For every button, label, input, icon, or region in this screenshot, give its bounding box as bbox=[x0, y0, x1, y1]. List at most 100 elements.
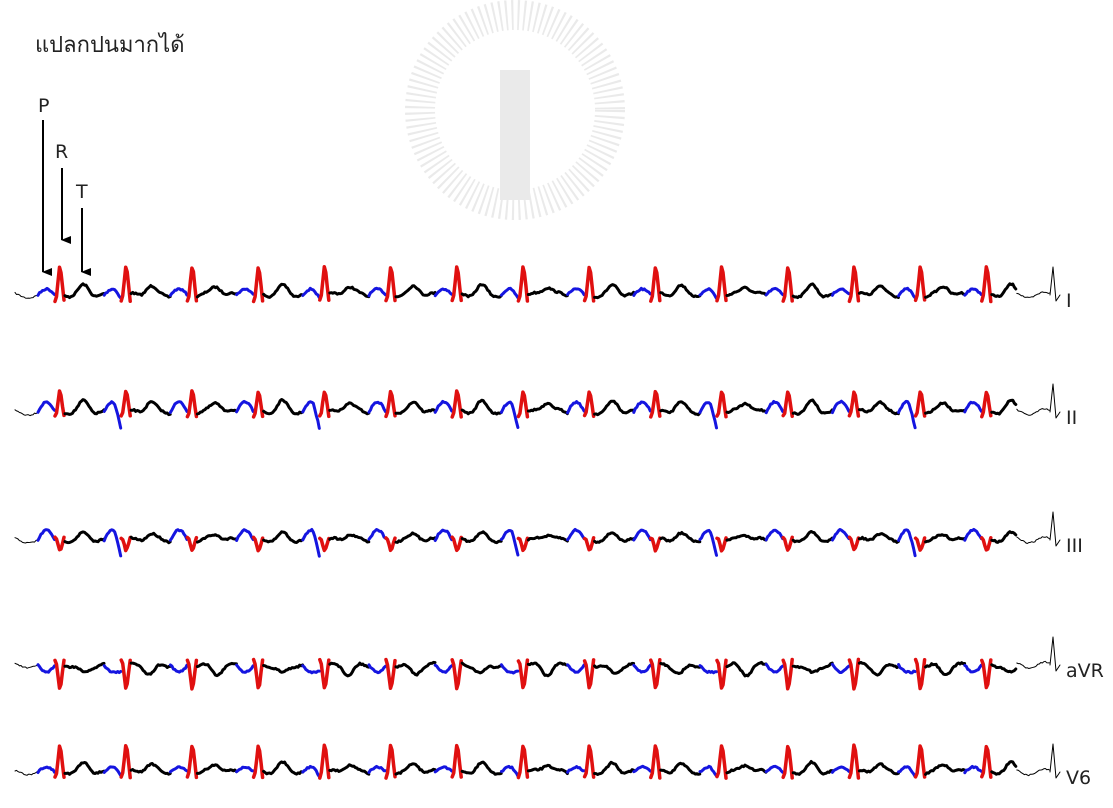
ecg-segment bbox=[916, 267, 925, 300]
ecg-segment bbox=[585, 392, 594, 416]
ecg-segment bbox=[121, 660, 130, 688]
ecg-segment bbox=[330, 765, 369, 774]
ecg-segment bbox=[832, 401, 849, 412]
ecg-segment bbox=[303, 402, 320, 429]
ecg-segment bbox=[121, 746, 130, 778]
ecg-segment bbox=[396, 764, 435, 774]
ecg-segment bbox=[992, 532, 1016, 543]
ecg-segment bbox=[793, 663, 832, 672]
ecg-segment bbox=[320, 392, 329, 416]
ecg-segment bbox=[727, 287, 766, 295]
ecg-segment bbox=[435, 289, 452, 296]
ecg-segment bbox=[462, 400, 501, 414]
ecg-segment bbox=[965, 402, 982, 412]
ecg-segment bbox=[65, 663, 104, 671]
ecg-segment bbox=[528, 403, 567, 413]
ecg-segment bbox=[651, 392, 660, 417]
ecg-segment bbox=[661, 763, 700, 774]
ecg-segment bbox=[386, 268, 395, 301]
ecg-segment bbox=[170, 530, 187, 541]
ecg-segment bbox=[396, 662, 435, 675]
ecg-segment bbox=[992, 665, 1016, 672]
ecg-segment bbox=[528, 765, 567, 773]
ecg-segment bbox=[926, 287, 965, 297]
ecg-segment bbox=[303, 288, 320, 297]
ecg-segment bbox=[700, 766, 717, 776]
ecg-segment bbox=[452, 391, 461, 417]
ecg-segment bbox=[859, 662, 898, 675]
ecg-segment bbox=[926, 663, 965, 675]
ecg-segment bbox=[717, 392, 726, 416]
ecg-segment bbox=[254, 660, 263, 688]
ecg-segment bbox=[369, 402, 386, 412]
ecg-segment bbox=[501, 665, 518, 673]
ecg-segment bbox=[121, 392, 130, 416]
ecg-segment bbox=[518, 746, 527, 777]
ecg-segment bbox=[992, 762, 1016, 775]
ecg-segment bbox=[15, 663, 38, 668]
ecg-segment bbox=[254, 268, 263, 302]
ecg-segment bbox=[15, 292, 38, 298]
ecg-segment bbox=[727, 765, 766, 773]
ecg-segment bbox=[55, 537, 64, 550]
ecg-segment bbox=[396, 286, 435, 297]
ecg-segment bbox=[386, 392, 395, 417]
ecg-segment bbox=[452, 537, 461, 550]
ecg-segment bbox=[982, 538, 991, 550]
ecg-segment bbox=[595, 663, 634, 673]
ecg-segment bbox=[237, 401, 254, 411]
ecg-segment bbox=[237, 289, 254, 295]
body-text: แปลกปนมากได้ bbox=[35, 32, 184, 58]
ecg-segment bbox=[197, 287, 236, 297]
ecg-segment bbox=[237, 665, 254, 672]
ecg-segment bbox=[783, 268, 792, 301]
ecg-segment bbox=[237, 767, 254, 772]
ecg-segment bbox=[727, 403, 766, 412]
ecg-segment bbox=[237, 530, 254, 541]
ecg-segment bbox=[992, 400, 1016, 414]
ecg-segment bbox=[197, 663, 236, 675]
ecg-segment bbox=[766, 288, 783, 294]
ecg-segment bbox=[15, 538, 38, 543]
ecg-segment bbox=[396, 402, 435, 413]
ecg-segment bbox=[518, 660, 527, 687]
ecg-segment bbox=[595, 285, 634, 298]
ecg-segment bbox=[568, 289, 585, 295]
ecg-segment bbox=[783, 392, 792, 416]
ecg-segment bbox=[386, 660, 395, 689]
ecg-segment bbox=[661, 285, 700, 297]
ecg-segment bbox=[1017, 769, 1050, 776]
ecg-segment bbox=[55, 267, 64, 301]
ecg-segment bbox=[634, 530, 651, 540]
ecg-segment bbox=[634, 288, 651, 295]
ecg-segment bbox=[187, 268, 196, 301]
ecg-segment bbox=[899, 288, 916, 297]
wave-label: R bbox=[55, 141, 68, 163]
ecg-segment bbox=[187, 747, 196, 778]
ecg-segment bbox=[766, 766, 783, 772]
ecg-segment bbox=[859, 534, 898, 543]
lead-label: V6 bbox=[1066, 767, 1091, 789]
ecg-segment bbox=[992, 284, 1016, 297]
ecg-segment bbox=[369, 766, 386, 772]
ecg-segment bbox=[104, 767, 121, 776]
ecg-segment bbox=[1017, 292, 1050, 298]
ecg-segment bbox=[700, 289, 717, 299]
ecg-segment bbox=[793, 762, 832, 775]
ecg-segment bbox=[104, 402, 121, 428]
ecg-segment bbox=[585, 746, 594, 777]
ecg-segment bbox=[793, 284, 832, 298]
ecg-segment bbox=[568, 767, 585, 773]
ecg-segment bbox=[859, 402, 898, 414]
ecg-segment bbox=[170, 665, 187, 672]
ecg-segment bbox=[131, 764, 170, 775]
ecg-segment bbox=[766, 530, 783, 540]
ecg-segment bbox=[330, 535, 369, 542]
lead-label: III bbox=[1066, 535, 1083, 557]
ecg-segment bbox=[859, 286, 898, 298]
ecg-segment bbox=[783, 537, 792, 550]
ecg-segment bbox=[916, 746, 925, 777]
ecg-segment bbox=[700, 403, 717, 428]
ecg-segment bbox=[982, 393, 991, 417]
ecg-segment bbox=[717, 660, 726, 688]
